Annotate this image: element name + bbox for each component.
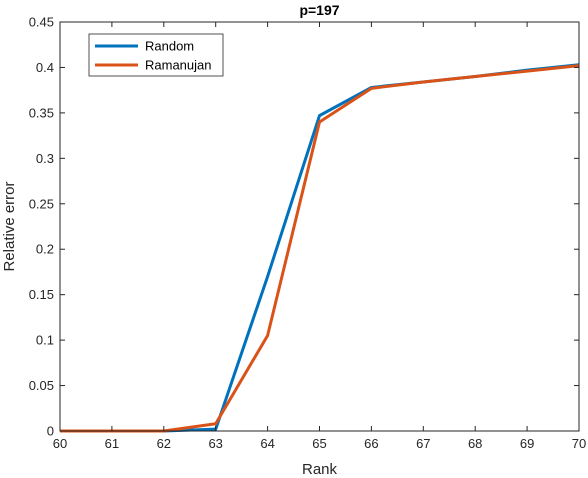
y-tick-label: 0.45 <box>29 15 54 30</box>
x-tick-label: 62 <box>157 436 171 451</box>
y-tick-label: 0.25 <box>29 196 54 211</box>
y-tick-label: 0 <box>47 424 54 439</box>
y-tick-label: 0.4 <box>36 60 54 75</box>
y-tick-label: 0.15 <box>29 287 54 302</box>
x-tick-label: 68 <box>468 436 482 451</box>
y-tick-label: 0.3 <box>36 151 54 166</box>
x-tick-label: 70 <box>572 436 586 451</box>
x-tick-label: 67 <box>416 436 430 451</box>
x-tick-label: 69 <box>520 436 534 451</box>
legend-box <box>88 33 224 77</box>
x-axis-label: Rank <box>302 461 338 478</box>
y-axis-label: Relative error <box>1 181 18 271</box>
x-tick-label: 63 <box>208 436 222 451</box>
x-tick-label: 66 <box>364 436 378 451</box>
legend-label-ramanujan: Ramanujan <box>145 58 212 73</box>
x-tick-label: 60 <box>53 436 67 451</box>
x-tick-label: 64 <box>260 436 274 451</box>
y-tick-label: 0.1 <box>36 333 54 348</box>
y-tick-label: 0.05 <box>29 378 54 393</box>
y-tick-label: 0.35 <box>29 105 54 120</box>
legend-label-random: Random <box>145 39 194 54</box>
x-tick-label: 65 <box>312 436 326 451</box>
ticks-layer: 60 61 62 63 64 65 66 67 68 69 70 0 0.05 0.1 0.15 0.2 0.2… <box>29 15 587 452</box>
legend: Random Ramanujan <box>88 33 224 77</box>
plot-area <box>60 22 579 431</box>
x-tick-label: 61 <box>105 436 119 451</box>
chart-title: p=197 <box>299 2 339 18</box>
y-tick-label: 0.2 <box>36 242 54 257</box>
